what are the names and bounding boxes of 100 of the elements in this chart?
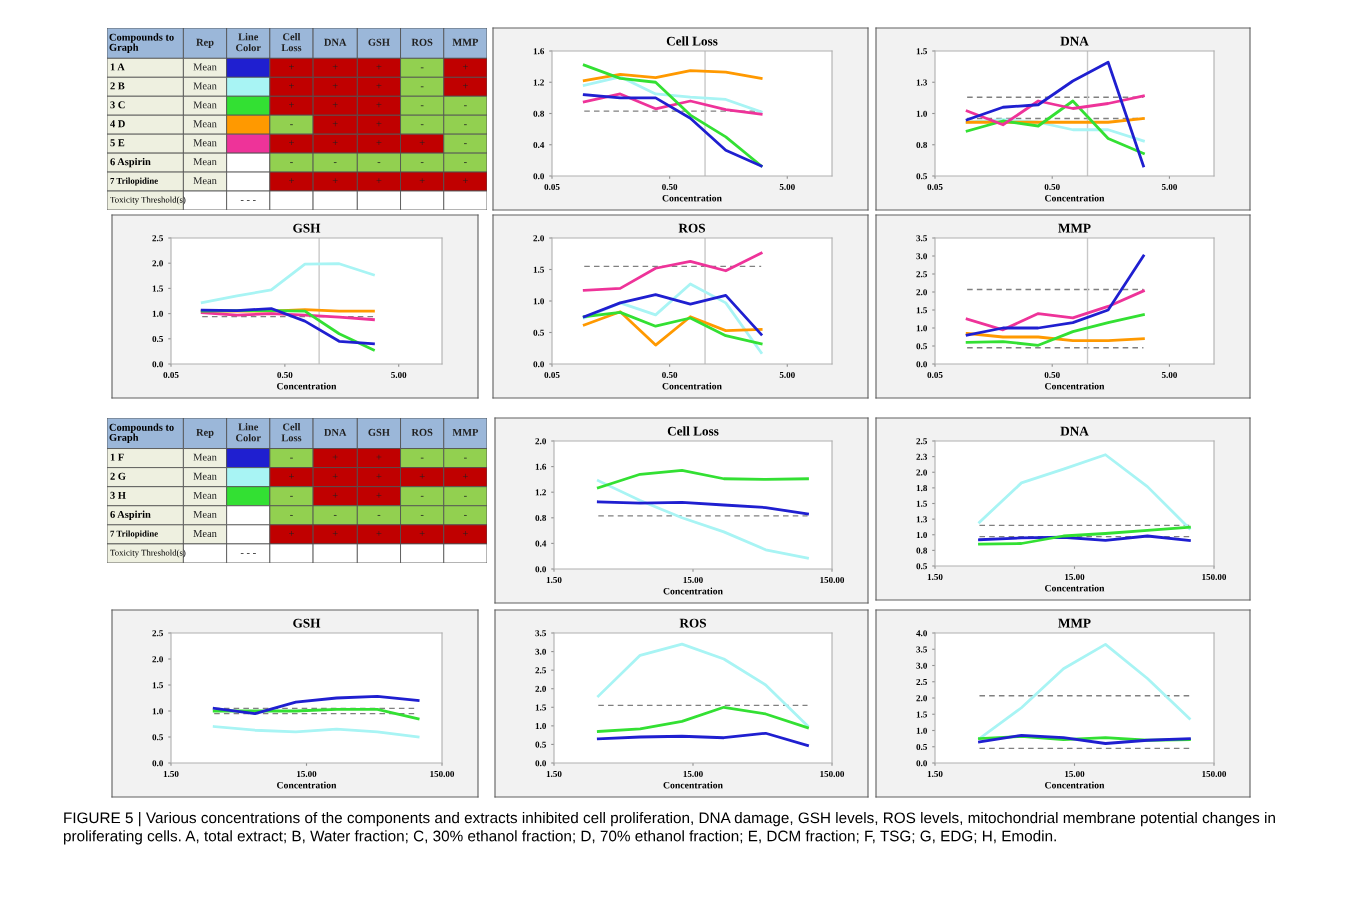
- y-tick-label: 1.5: [152, 682, 164, 689]
- y-tick-label: 1.6: [533, 48, 545, 55]
- text: +: [376, 64, 382, 70]
- x-tick-label: 0.05: [544, 183, 560, 191]
- chart-title: DNA: [1060, 36, 1089, 46]
- y-tick-label: 0.0: [152, 760, 164, 767]
- chart-title: MMP: [1058, 618, 1091, 628]
- category-label: 7 Trilopidine: [110, 530, 158, 539]
- x-tick-label: 150.00: [820, 576, 845, 584]
- category-label: Toxicity Threshold(s): [110, 196, 186, 205]
- category-label: ROS: [411, 38, 433, 46]
- text: +: [462, 64, 468, 70]
- x-tick-label: 0.50: [662, 371, 678, 379]
- text: +: [376, 454, 382, 460]
- y-tick-label: 3.0: [916, 662, 928, 669]
- text: +: [332, 121, 338, 127]
- y-tick-label: 0.5: [916, 743, 928, 751]
- y-tick-label: 0.5: [916, 173, 928, 180]
- x-tick-label: 0.05: [927, 183, 943, 191]
- text: -: [290, 162, 293, 164]
- text: -: [464, 495, 467, 497]
- x-tick-label: 150.00: [430, 770, 455, 778]
- y-tick-label: 1.5: [152, 285, 164, 292]
- text: -: [464, 514, 467, 516]
- text: +: [289, 473, 294, 479]
- y-tick-label: 2.5: [916, 678, 928, 686]
- y-tick-label: 0.8: [533, 110, 545, 117]
- text: +: [419, 473, 425, 479]
- text: -: [464, 457, 467, 459]
- text: Mean: [193, 82, 217, 90]
- y-tick-label: 0.4: [533, 141, 545, 149]
- text: Compounds to Graph: [109, 423, 174, 444]
- x-tick-label: 0.05: [544, 371, 560, 379]
- text: -: [420, 124, 424, 126]
- text: +: [289, 178, 294, 184]
- text: -: [290, 514, 293, 516]
- category-label: Cell Loss: [281, 33, 302, 52]
- y-tick-label: 1.0: [916, 531, 928, 539]
- y-tick-label: 1.0: [916, 727, 928, 734]
- y-tick-label: 1.0: [152, 310, 164, 317]
- y-tick-label: 3.5: [916, 235, 928, 242]
- y-tick-label: 2.5: [152, 630, 164, 637]
- y-tick-label: 0.8: [535, 514, 547, 522]
- y-tick-label: 1.0: [916, 110, 928, 117]
- chart-title: GSH: [293, 223, 321, 233]
- category-label: 7 Trilopidine: [110, 177, 158, 186]
- y-tick-label: 2.0: [916, 469, 928, 476]
- x-axis-title: Concentration: [662, 382, 722, 390]
- y-tick-label: 0.0: [916, 760, 928, 767]
- text: Mean: [193, 453, 217, 461]
- text: Mean: [193, 491, 217, 499]
- y-tick-label: 0.5: [533, 329, 545, 336]
- y-tick-label: 0.0: [533, 173, 545, 180]
- text: +: [376, 121, 382, 127]
- y-tick-label: 2.0: [916, 695, 928, 702]
- text: +: [376, 83, 382, 89]
- x-tick-label: 5.00: [779, 183, 795, 191]
- y-tick-label: 1.2: [533, 79, 544, 86]
- text: - - -: [240, 553, 256, 554]
- x-axis-title: Concentration: [1045, 382, 1105, 390]
- x-tick-label: 150.00: [1202, 770, 1227, 778]
- text: -: [464, 124, 467, 126]
- text: +: [462, 178, 468, 184]
- text: Mean: [193, 472, 217, 480]
- text: +: [462, 473, 468, 479]
- y-tick-label: 0.5: [916, 563, 928, 570]
- x-tick-label: 5.00: [1161, 183, 1177, 191]
- x-tick-label: 5.00: [391, 371, 407, 379]
- category-label: Line Color: [236, 33, 261, 52]
- y-tick-label: 4.0: [916, 630, 928, 637]
- x-tick-label: 15.00: [683, 770, 703, 778]
- y-tick-label: 2.5: [916, 438, 928, 445]
- y-tick-label: 1.0: [152, 708, 164, 715]
- x-tick-label: 15.00: [297, 770, 317, 778]
- y-tick-label: 0.0: [533, 361, 545, 368]
- text: - - -: [240, 200, 256, 201]
- x-axis-title: Concentration: [277, 382, 337, 390]
- text: -: [420, 162, 424, 164]
- text: +: [289, 83, 294, 89]
- x-tick-label: 0.05: [927, 371, 943, 379]
- y-tick-label: 0.5: [152, 335, 164, 343]
- category-label: DNA: [324, 38, 347, 46]
- text: -: [290, 457, 293, 459]
- y-tick-label: 3.5: [535, 630, 547, 637]
- x-tick-label: 1.50: [546, 770, 562, 778]
- text: +: [419, 140, 425, 146]
- text: Mean: [193, 139, 217, 147]
- x-tick-label: 15.00: [683, 576, 703, 584]
- x-tick-label: 0.50: [662, 183, 678, 191]
- chart-title: ROS: [679, 618, 707, 628]
- y-tick-label: 1.2: [535, 489, 546, 496]
- y-tick-label: 2.0: [533, 235, 545, 242]
- text: +: [332, 454, 338, 460]
- text: -: [333, 162, 337, 164]
- x-tick-label: 1.50: [927, 573, 943, 581]
- y-tick-label: 0.8: [916, 547, 928, 554]
- text: -: [420, 86, 424, 88]
- y-tick-label: 1.5: [916, 307, 928, 314]
- x-axis-title: Concentration: [1045, 194, 1105, 202]
- text: -: [464, 105, 467, 107]
